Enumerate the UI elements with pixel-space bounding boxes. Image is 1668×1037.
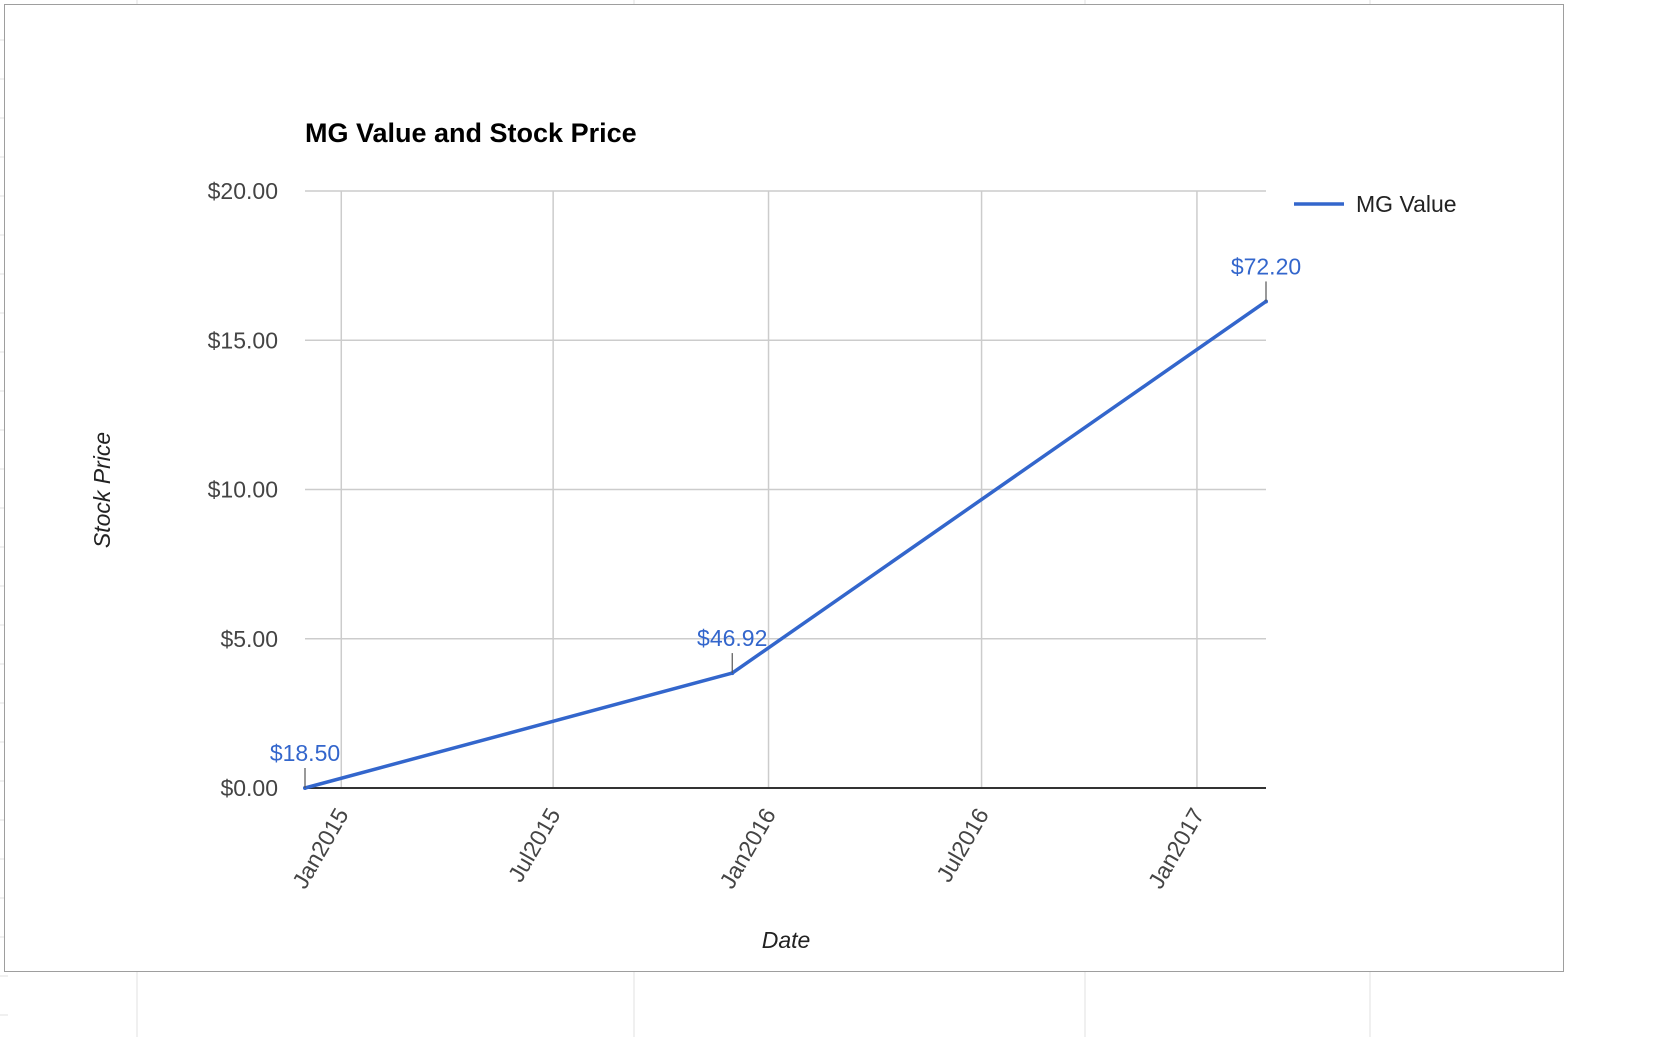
series-line-mg-value [304, 300, 1267, 790]
data-label: $46.92 [697, 625, 767, 651]
legend[interactable]: MG Value [1294, 191, 1457, 217]
x-tick-label: Jan2016 [714, 804, 781, 893]
y-tick-label: $10.00 [208, 477, 278, 503]
series-layer: $18.50 $46.92 $72.20 [270, 253, 1301, 790]
grid: $0.00 $5.00 $10.00 $15.00 $20.00 Jan2015 Jul20… [208, 178, 1266, 893]
x-tick-label: Jul2015 [503, 804, 566, 887]
legend-label: MG Value [1356, 191, 1457, 217]
y-tick-label: $0.00 [220, 775, 278, 801]
y-tick-label: $20.00 [208, 178, 278, 204]
chart-title: MG Value and Stock Price [305, 118, 637, 148]
x-axis-label: Date [762, 927, 811, 953]
y-tick-label: $15.00 [208, 327, 278, 353]
y-tick-label: $5.00 [220, 626, 278, 652]
x-tick-label: Jul2016 [931, 804, 994, 887]
x-tick-label: Jan2015 [287, 804, 354, 893]
x-tick-label: Jan2017 [1143, 804, 1210, 893]
chart-frame[interactable] [4, 4, 1564, 972]
y-axis-label: Stock Price [89, 432, 115, 548]
data-label: $18.50 [270, 740, 340, 766]
data-label: $72.20 [1231, 253, 1301, 279]
